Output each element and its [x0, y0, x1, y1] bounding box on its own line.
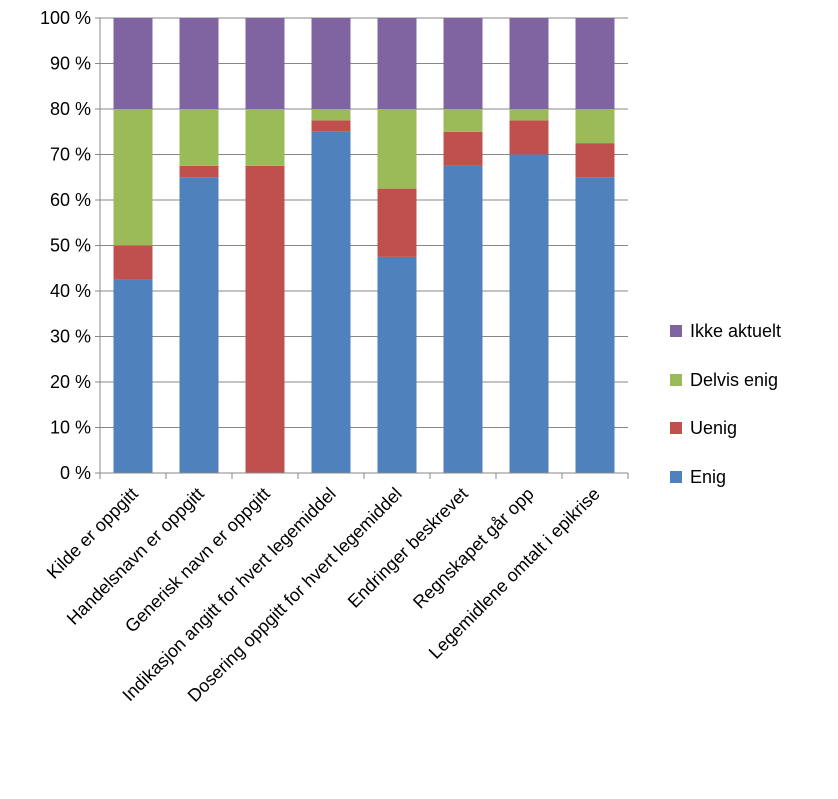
y-tick-label: 0 %	[60, 463, 91, 483]
bar-segment-delvis-enig	[575, 109, 615, 144]
bar-segment-delvis-enig	[113, 109, 153, 246]
bar-segment-ikke-aktuelt	[245, 18, 285, 109]
bar-segment-enig	[509, 154, 549, 473]
bar-segment-delvis-enig	[245, 109, 285, 166]
bar-segment-enig	[443, 165, 483, 473]
bar-segment-delvis-enig	[509, 109, 549, 121]
y-tick-label: 40 %	[50, 281, 91, 301]
y-tick-label: 90 %	[50, 54, 91, 74]
bar-segment-ikke-aktuelt	[113, 18, 153, 109]
y-tick-label: 60 %	[50, 190, 91, 210]
bar-segment-ikke-aktuelt	[509, 18, 549, 109]
bar-segment-uenig	[311, 120, 351, 132]
x-tick-label: Regnskapet går opp	[409, 484, 538, 613]
bar-segment-delvis-enig	[311, 109, 351, 121]
bar-segment-uenig	[377, 188, 417, 257]
bar-segment-delvis-enig	[377, 109, 417, 189]
bar-segment-uenig	[443, 131, 483, 166]
bar-segment-ikke-aktuelt	[443, 18, 483, 109]
y-tick-label: 20 %	[50, 372, 91, 392]
y-tick-label: 100 %	[40, 8, 91, 28]
legend-label: Uenig	[690, 418, 737, 438]
bar-segment-uenig	[509, 120, 549, 155]
legend: Ikke aktuelt Delvis enig Uenig Enig	[670, 321, 781, 487]
gridlines	[100, 17, 628, 474]
bars	[113, 18, 615, 473]
legend-swatch	[670, 325, 682, 337]
bar-segment-enig	[179, 177, 219, 473]
y-tick-label: 30 %	[50, 327, 91, 347]
y-tick-label: 50 %	[50, 236, 91, 256]
bar-segment-ikke-aktuelt	[179, 18, 219, 109]
y-axis-tick-labels: 0 % 10 % 20 % 30 % 40 % 50 % 60 % 70 % 80 % 90 % 1…	[40, 8, 91, 483]
bar-segment-delvis-enig	[179, 109, 219, 166]
bar-segment-ikke-aktuelt	[575, 18, 615, 109]
bar-segment-ikke-aktuelt	[377, 18, 417, 109]
legend-swatch	[670, 374, 682, 386]
legend-label: Enig	[690, 467, 726, 487]
bar-segment-delvis-enig	[443, 109, 483, 132]
bar-segment-enig	[311, 131, 351, 473]
legend-swatch	[670, 471, 682, 483]
legend-swatch	[670, 422, 682, 434]
bar-segment-enig	[575, 177, 615, 473]
y-tick-label: 80 %	[50, 99, 91, 119]
bar-segment-uenig	[245, 165, 285, 473]
axes	[95, 17, 629, 479]
legend-label: Delvis enig	[690, 370, 778, 390]
bar-segment-enig	[113, 279, 153, 473]
bar-segment-uenig	[575, 143, 615, 178]
bar-segment-enig	[377, 256, 417, 473]
x-tick-label: Endringer beskrevet	[344, 484, 472, 612]
bar-segment-uenig	[113, 245, 153, 280]
y-tick-label: 70 %	[50, 145, 91, 165]
bar-segment-ikke-aktuelt	[311, 18, 351, 109]
y-tick-label: 10 %	[50, 418, 91, 438]
legend-label: Ikke aktuelt	[690, 321, 781, 341]
bar-segment-uenig	[179, 165, 219, 178]
